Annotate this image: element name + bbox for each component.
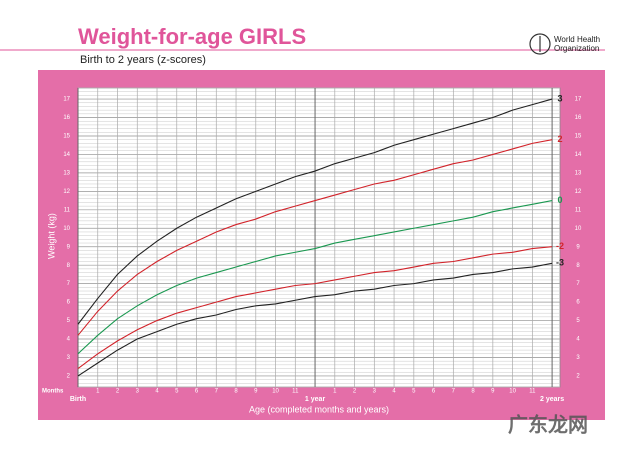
y-tick-label-right: 9 xyxy=(576,244,580,250)
x-tick-label: 3 xyxy=(136,389,140,395)
chart-subtitle: Birth to 2 years (z-scores) xyxy=(80,54,206,66)
x-tick-label: 9 xyxy=(491,389,495,395)
x-axis-label: Age (completed months and years) xyxy=(249,404,389,414)
y-tick-label-right: 8 xyxy=(576,263,580,269)
y-tick-label-right: 16 xyxy=(575,115,582,121)
series-label: -2 xyxy=(556,241,564,251)
y-tick-label-right: 10 xyxy=(575,226,582,232)
y-tick-label: 10 xyxy=(63,226,70,232)
x-tick-label: 8 xyxy=(234,389,238,395)
x-tick-label: 6 xyxy=(195,389,199,395)
x-tick-label: 6 xyxy=(432,389,436,395)
y-tick-label-right: 7 xyxy=(576,281,580,287)
x-tick-label: 7 xyxy=(452,389,456,395)
x-tick-label: 7 xyxy=(215,389,219,395)
y-tick-label: 6 xyxy=(67,300,71,306)
y-tick-label-right: 4 xyxy=(576,337,580,343)
y-tick-label: 5 xyxy=(67,318,71,324)
x-tick-label: 11 xyxy=(529,389,536,395)
x-tick-label: 5 xyxy=(412,389,416,395)
x-tick-label: 8 xyxy=(471,389,475,395)
series-label: 0 xyxy=(557,195,562,205)
x-tick-label: 10 xyxy=(509,389,516,395)
chart-title: Weight-for-age GIRLS xyxy=(78,24,306,49)
x-tick-label: 2 xyxy=(353,389,357,395)
series-line xyxy=(77,200,553,355)
series-line xyxy=(77,246,553,369)
y-tick-label: 9 xyxy=(67,244,71,250)
x-tick-label: 4 xyxy=(155,389,159,395)
series-line xyxy=(77,262,553,377)
y-tick-label: 13 xyxy=(63,170,70,176)
y-tick-label: 4 xyxy=(67,337,71,343)
y-axis-label: Weight (kg) xyxy=(46,213,56,259)
x-tick-label: 1 xyxy=(96,389,100,395)
y-tick-label-right: 17 xyxy=(575,97,582,103)
y-tick-label: 3 xyxy=(67,355,71,361)
x-tick-label: 5 xyxy=(175,389,179,395)
x-tick-label: 2 xyxy=(116,389,120,395)
y-tick-label: 11 xyxy=(64,207,71,213)
watermark: 广东龙网 xyxy=(508,412,588,436)
y-tick-label: 8 xyxy=(67,263,71,269)
series-label: 3 xyxy=(557,93,562,103)
x-tick-label: 3 xyxy=(373,389,377,395)
y-tick-label: 7 xyxy=(67,281,71,287)
y-tick-label-right: 3 xyxy=(576,355,580,361)
y-tick-label-right: 2 xyxy=(576,374,580,380)
x-tick-label: 2 years xyxy=(540,396,564,403)
y-tick-label-right: 12 xyxy=(575,189,582,195)
x-tick-label: 1 year xyxy=(305,396,326,403)
y-tick-label: 2 xyxy=(67,374,71,380)
logo-text: Organization xyxy=(554,44,599,53)
y-tick-label-right: 14 xyxy=(575,152,582,158)
series-label: -3 xyxy=(556,258,564,268)
y-tick-label-right: 5 xyxy=(576,318,580,324)
x-unit-label: Months xyxy=(42,389,64,395)
y-tick-label-right: 11 xyxy=(575,207,582,213)
y-tick-label-right: 13 xyxy=(575,170,582,176)
x-tick-label: 10 xyxy=(272,389,279,395)
plot-area xyxy=(77,87,561,388)
x-tick-label: Birth xyxy=(70,396,86,403)
y-tick-label: 16 xyxy=(63,115,70,121)
series-label: 2 xyxy=(557,134,562,144)
series-line xyxy=(77,98,553,325)
logo-emblem xyxy=(529,33,551,55)
y-tick-label: 15 xyxy=(63,134,70,140)
y-tick-label: 17 xyxy=(63,97,70,103)
x-tick-label: 4 xyxy=(392,389,396,395)
y-tick-label-right: 6 xyxy=(576,300,580,306)
y-tick-label: 14 xyxy=(63,152,70,158)
x-tick-label: 11 xyxy=(292,389,299,395)
y-tick-label-right: 15 xyxy=(575,134,582,140)
x-tick-label: 1 xyxy=(333,389,337,395)
logo-text: World Health xyxy=(554,35,600,44)
series-line xyxy=(77,139,553,336)
y-tick-label: 12 xyxy=(63,189,70,195)
logo: World Health Organization xyxy=(529,33,600,55)
x-tick-label: 9 xyxy=(254,389,258,395)
